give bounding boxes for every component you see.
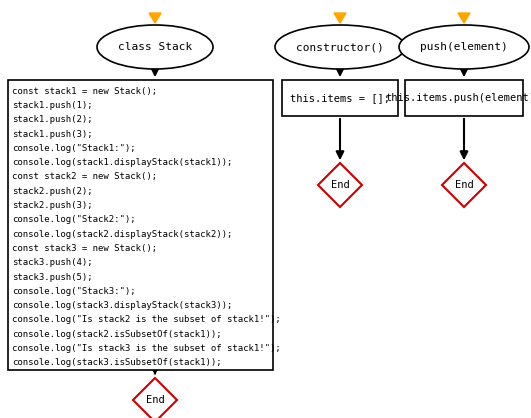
Bar: [8, 80, 273, 370]
Text: console.log(stack1.displayStack(stack1));: console.log(stack1.displayStack(stack1))…: [12, 158, 233, 167]
Text: console.log(stack2.displayStack(stack2));: console.log(stack2.displayStack(stack2))…: [12, 229, 233, 239]
Text: console.log(stack3.displayStack(stack3));: console.log(stack3.displayStack(stack3))…: [12, 301, 233, 310]
Text: push(element): push(element): [420, 42, 508, 52]
Text: console.log(stack3.isSubsetOf(stack1));: console.log(stack3.isSubsetOf(stack1));: [12, 358, 221, 367]
Text: End: End: [331, 180, 349, 190]
Text: stack2.push(2);: stack2.push(2);: [12, 187, 92, 196]
Polygon shape: [318, 163, 362, 207]
Ellipse shape: [275, 25, 405, 69]
Text: console.log("Is stack2 is the subset of stack1!");: console.log("Is stack2 is the subset of …: [12, 316, 281, 324]
Text: this.items.push(element);: this.items.push(element);: [386, 93, 531, 103]
Polygon shape: [133, 378, 177, 418]
Polygon shape: [149, 13, 161, 23]
Text: class Stack: class Stack: [118, 42, 192, 52]
Text: stack3.push(4);: stack3.push(4);: [12, 258, 92, 267]
Text: console.log("Is stack3 is the subset of stack1!");: console.log("Is stack3 is the subset of …: [12, 344, 281, 353]
Text: console.log("Stack1:");: console.log("Stack1:");: [12, 144, 135, 153]
Text: console.log(stack2.isSubsetOf(stack1));: console.log(stack2.isSubsetOf(stack1));: [12, 330, 221, 339]
Text: End: End: [145, 395, 165, 405]
Text: stack1.push(2);: stack1.push(2);: [12, 115, 92, 124]
Ellipse shape: [399, 25, 529, 69]
Text: constructor(): constructor(): [296, 42, 384, 52]
Text: console.log("Stack2:");: console.log("Stack2:");: [12, 215, 135, 224]
Bar: [405, 80, 523, 116]
Text: console.log("Stack3:");: console.log("Stack3:");: [12, 287, 135, 296]
Polygon shape: [334, 13, 346, 23]
Polygon shape: [442, 163, 486, 207]
Text: const stack2 = new Stack();: const stack2 = new Stack();: [12, 173, 157, 181]
Text: stack1.push(3);: stack1.push(3);: [12, 130, 92, 138]
Text: stack1.push(1);: stack1.push(1);: [12, 101, 92, 110]
Text: const stack3 = new Stack();: const stack3 = new Stack();: [12, 244, 157, 253]
Ellipse shape: [97, 25, 213, 69]
Text: this.items = [];: this.items = [];: [290, 93, 390, 103]
Text: const stack1 = new Stack();: const stack1 = new Stack();: [12, 87, 157, 96]
Text: stack3.push(5);: stack3.push(5);: [12, 273, 92, 282]
Polygon shape: [458, 13, 470, 23]
Text: stack2.push(3);: stack2.push(3);: [12, 201, 92, 210]
Bar: [282, 80, 398, 116]
Text: End: End: [455, 180, 473, 190]
